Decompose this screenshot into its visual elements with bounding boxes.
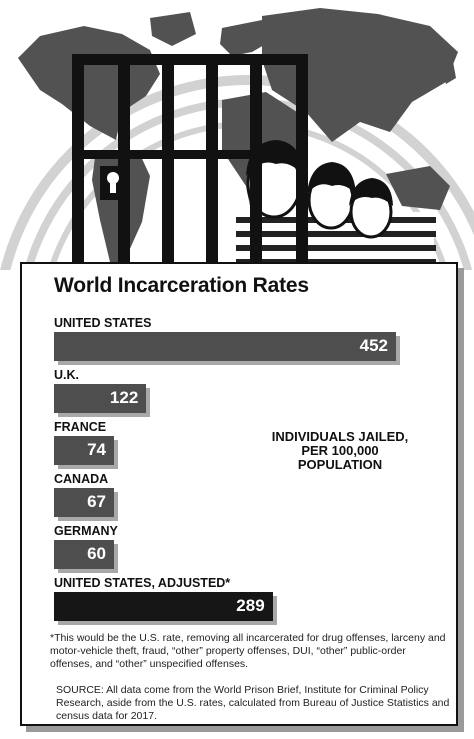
bar: 122 xyxy=(54,384,147,413)
bar-value-label: 122 xyxy=(109,388,139,407)
chart-panel: World Incarceration Rates UNITED STATES 4… xyxy=(20,262,458,726)
bar: 452 xyxy=(54,332,396,361)
bar: 74 xyxy=(54,436,114,465)
bar: 67 xyxy=(54,488,114,517)
bar-value-label: 60 xyxy=(87,544,106,563)
category-label: U.K. xyxy=(54,368,79,382)
category-label: FRANCE xyxy=(54,420,107,434)
bar-chart: UNITED STATES 452 U.K. 122 FRANCE 74 CANADA 67 G… xyxy=(22,264,456,724)
bar: 289 xyxy=(54,592,273,621)
bar-value-label: 67 xyxy=(87,492,106,511)
chart-title: World Incarceration Rates xyxy=(54,274,309,297)
category-label: GERMANY xyxy=(54,524,118,538)
unit-note: INDIVIDUALS JAILED, PER 100,000 POPULATI… xyxy=(271,429,409,472)
jail-bars xyxy=(72,54,308,270)
bar: 60 xyxy=(54,540,114,569)
category-label: CANADA xyxy=(54,472,109,486)
bar-value-label: 289 xyxy=(236,596,265,615)
padlock-icon xyxy=(100,166,126,200)
bar-value-label: 74 xyxy=(87,440,106,459)
source-note: SOURCE: All data come from the World Pri… xyxy=(56,684,450,722)
prison-illustration xyxy=(0,8,474,270)
footnote: *This would be the U.S. rate, removing a… xyxy=(50,632,446,670)
category-label: UNITED STATES xyxy=(54,316,152,330)
bar-value-label: 452 xyxy=(359,336,388,355)
category-label: UNITED STATES, ADJUSTED* xyxy=(54,576,231,590)
